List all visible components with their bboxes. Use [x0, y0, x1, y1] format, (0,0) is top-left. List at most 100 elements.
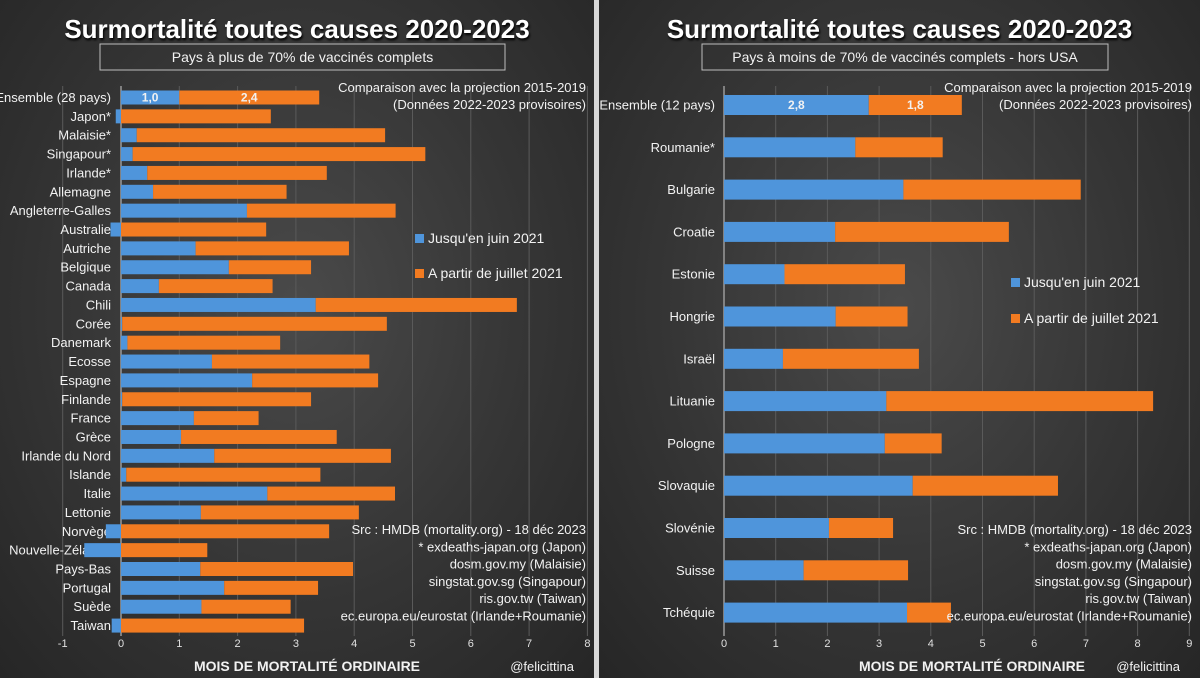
category-label: Angleterre-Galles: [10, 203, 112, 218]
bar-segment-jusqu-juin-2021: [724, 433, 885, 454]
bar-segment-a-partir-juillet-2021: [158, 279, 273, 294]
category-label: Japon*: [71, 109, 111, 124]
bar-segment-jusqu-juin-2021: [724, 264, 785, 285]
source-note: Src : HMDB (mortality.org) - 18 déc 2023: [351, 522, 586, 537]
category-label: Portugal: [63, 580, 112, 595]
bar-segment-a-partir-juillet-2021: [121, 543, 208, 558]
category-label: Danemark: [51, 335, 111, 350]
category-label: Slovaquie: [658, 478, 715, 493]
category-label: Irlande*: [66, 165, 111, 180]
source-note: singstat.gov.sg (Singapour): [429, 574, 586, 589]
panel-divider: [594, 0, 599, 678]
bar-segment-jusqu-juin-2021: [121, 429, 182, 444]
bar-segment-jusqu-juin-2021: [121, 203, 247, 218]
bar-segment-jusqu-juin-2021: [724, 518, 829, 538]
subtitle-box: [99, 43, 506, 71]
bar-segment-jusqu-juin-2021: [121, 165, 148, 180]
bar-segment-a-partir-juillet-2021: [121, 109, 271, 124]
category-label: Corée: [76, 316, 111, 331]
bar-segment-a-partir-juillet-2021: [267, 486, 396, 501]
bar-segment-jusqu-juin-2021: [121, 599, 202, 614]
category-label: Pays-Bas: [55, 562, 111, 577]
x-tick-label: 7: [1083, 638, 1089, 650]
bar-segment-a-partir-juillet-2021: [195, 241, 349, 256]
x-tick-label: -1: [58, 638, 68, 650]
chart-right: Surmortalité toutes causes 2020-2023 Pays…: [599, 14, 1192, 674]
chart-title: Surmortalité toutes causes 2020-2023: [64, 14, 529, 44]
source-note: dosm.gov.my (Malaisie): [1056, 557, 1192, 572]
bar-segment-a-partir-juillet-2021: [211, 354, 370, 369]
bar-segment-a-partir-juillet-2021: [179, 90, 320, 105]
source-note: ris.gov.tw (Taiwan): [1085, 591, 1192, 606]
bar-segment-a-partir-juillet-2021: [126, 467, 321, 482]
data-label: 2,8: [788, 98, 805, 112]
bar-segment-a-partir-juillet-2021: [828, 518, 894, 538]
bar-segment-jusqu-juin-2021: [121, 411, 194, 426]
chart-panel-right: Surmortalité toutes causes 2020-2023 Pays…: [599, 0, 1200, 678]
bar-segment-a-partir-juillet-2021: [252, 373, 379, 388]
category-label: Italie: [84, 486, 111, 501]
bar-segment-jusqu-juin-2021: [121, 448, 215, 463]
bar-segment-a-partir-juillet-2021: [122, 392, 312, 407]
category-label: Finlande: [61, 392, 111, 407]
legend-swatch: [415, 234, 424, 243]
bar-segment-a-partir-juillet-2021: [855, 137, 943, 158]
bar-segment-a-partir-juillet-2021: [907, 602, 951, 623]
data-label: 2,4: [241, 91, 258, 105]
bar-segment-jusqu-juin-2021: [121, 335, 128, 350]
source-note: * exdeaths-japan.org (Japon): [418, 539, 586, 554]
bar-segment-a-partir-juillet-2021: [153, 184, 287, 199]
bar-segment-jusqu-juin-2021: [115, 109, 121, 124]
bar-segment-a-partir-juillet-2021: [835, 221, 1009, 242]
category-label: Bulgarie: [667, 182, 715, 197]
bar-segment-a-partir-juillet-2021: [803, 560, 909, 581]
x-tick-label: 6: [1031, 638, 1037, 650]
x-tick-label: 3: [876, 638, 882, 650]
bar-segment-a-partir-juillet-2021: [214, 448, 391, 463]
chart-subtitle: Pays à plus de 70% de vaccinés complets: [172, 49, 433, 65]
category-label: Croatie: [673, 224, 715, 239]
category-label: Taiwan: [71, 618, 111, 633]
bar-segment-a-partir-juillet-2021: [200, 505, 359, 520]
bar-segment-a-partir-juillet-2021: [835, 306, 908, 327]
bar-segment-a-partir-juillet-2021: [224, 580, 319, 595]
legend-label: A partir de juillet 2021: [428, 265, 563, 281]
legend-label: Jusqu'en juin 2021: [1024, 274, 1141, 290]
chart-subtitle: Pays à moins de 70% de vaccinés complets…: [732, 49, 1078, 65]
x-axis-title: MOIS DE MORTALITÉ ORDINAIRE: [194, 658, 420, 674]
bar-segment-jusqu-juin-2021: [724, 602, 908, 623]
bar-segment-a-partir-juillet-2021: [121, 524, 330, 539]
bar-segment-a-partir-juillet-2021: [886, 391, 1154, 412]
category-label: Allemagne: [50, 184, 111, 199]
x-tick-label: 7: [526, 638, 532, 650]
bar-segment-a-partir-juillet-2021: [201, 599, 291, 614]
category-label: Australie: [60, 222, 111, 237]
bar-segment-jusqu-juin-2021: [121, 580, 225, 595]
x-tick-label: 0: [118, 638, 124, 650]
category-label: Roumanie*: [651, 140, 715, 155]
legend-label: A partir de juillet 2021: [1024, 310, 1159, 326]
x-tick-label: 4: [351, 638, 357, 650]
bar-segment-a-partir-juillet-2021: [122, 316, 387, 331]
category-label: Islande: [69, 467, 111, 482]
source-note: ec.europa.eu/eurostat (Irlande+Roumanie): [947, 609, 1192, 624]
source-note: singstat.gov.sg (Singapour): [1035, 574, 1192, 589]
x-tick-label: 9: [1186, 638, 1192, 650]
x-tick-label: 8: [584, 638, 590, 650]
bar-segment-jusqu-juin-2021: [121, 147, 133, 162]
credit: @felicittina: [1116, 659, 1181, 674]
bar-segment-jusqu-juin-2021: [724, 137, 856, 158]
data-label: 1,0: [142, 91, 159, 105]
category-label: Suisse: [676, 563, 715, 578]
category-label: Belgique: [60, 260, 111, 275]
x-tick-label: 8: [1135, 638, 1141, 650]
bar-segment-a-partir-juillet-2021: [868, 95, 962, 115]
bar-segment-jusqu-juin-2021: [111, 618, 121, 633]
bar-segment-jusqu-juin-2021: [105, 524, 121, 539]
chart-title: Surmortalité toutes causes 2020-2023: [667, 14, 1132, 44]
category-label: Singapour*: [47, 147, 111, 162]
bar-segment-a-partir-juillet-2021: [193, 411, 259, 426]
bar-segment-jusqu-juin-2021: [724, 221, 836, 242]
bar-segment-a-partir-juillet-2021: [228, 260, 312, 275]
source-note: dosm.gov.my (Malaisie): [450, 557, 586, 572]
